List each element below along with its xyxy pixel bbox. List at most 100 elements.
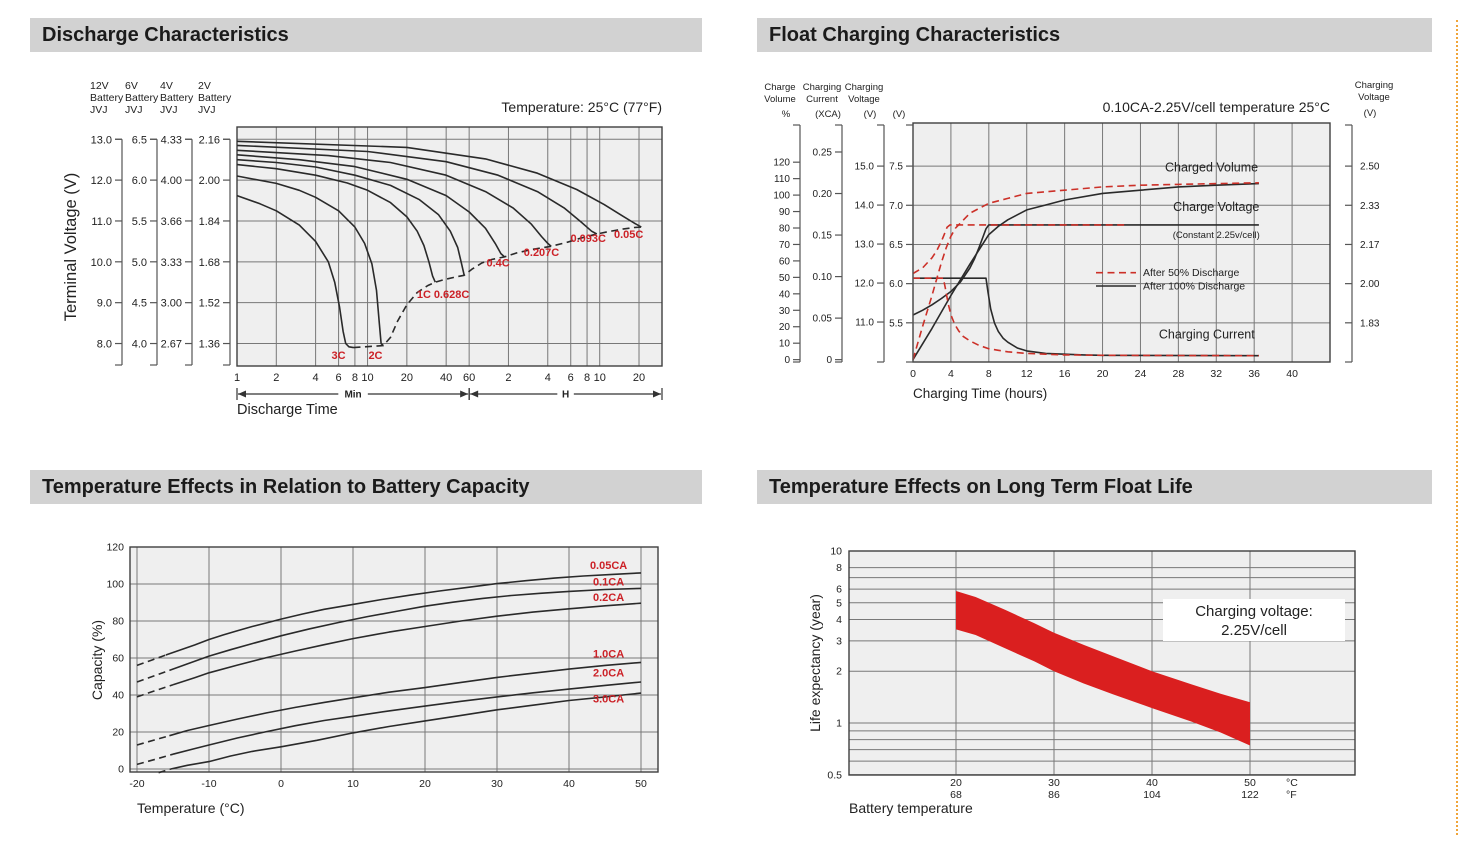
svg-text:15.0: 15.0 <box>855 162 875 173</box>
svg-text:1.83: 1.83 <box>1360 318 1380 329</box>
svg-text:7.0: 7.0 <box>889 201 903 212</box>
annotation: 0.10CA-2.25V/cell temperature 25°C <box>1103 99 1330 115</box>
svg-text:JVJ: JVJ <box>160 104 178 116</box>
series-2.0CA <box>172 681 642 755</box>
svg-text:4: 4 <box>948 368 954 380</box>
svg-text:122: 122 <box>1241 789 1259 801</box>
svg-text:2.50: 2.50 <box>1360 162 1380 173</box>
svg-text:120: 120 <box>773 158 790 169</box>
svg-text:0.628C: 0.628C <box>434 289 470 301</box>
svg-text:Discharge Time: Discharge Time <box>237 402 338 418</box>
svg-text:8: 8 <box>836 562 842 574</box>
y-axis: 0 20 40 60 80 100 120 Capacity (%) <box>89 542 124 776</box>
svg-text:0.05C: 0.05C <box>614 229 643 241</box>
svg-text:0.10: 0.10 <box>813 272 833 283</box>
series-0.207C <box>236 149 552 247</box>
series-charge-voltage-100 <box>912 224 1259 316</box>
svg-text:0.10CA-2.25V/cell temperature: 0.10CA-2.25V/cell temperature 25°C <box>1103 99 1330 115</box>
series-3.0CA-dashed <box>158 768 172 774</box>
svg-text:80: 80 <box>779 224 791 235</box>
svg-text:JVJ: JVJ <box>90 104 108 116</box>
svg-text:0: 0 <box>910 368 916 380</box>
svg-text:100: 100 <box>773 191 790 202</box>
svg-text:Volume: Volume <box>764 94 796 105</box>
band-group <box>956 591 1250 746</box>
svg-text:6.5: 6.5 <box>889 240 903 251</box>
svg-text:-10: -10 <box>201 778 216 790</box>
series-0.628C <box>236 158 465 276</box>
annotation: Temperature: 25°C (77°F) <box>501 99 662 115</box>
svg-text:4: 4 <box>836 614 842 626</box>
svg-text:Charged Volume: Charged Volume <box>1165 161 1258 175</box>
series-group <box>136 572 642 774</box>
svg-text:(XCA): (XCA) <box>815 109 841 120</box>
svg-text:6.0: 6.0 <box>889 279 903 290</box>
svg-text:12.0: 12.0 <box>91 175 112 187</box>
x-axis: 0 4 8 12 16 20 24 28 32 36 40 Charging Time (hours) <box>910 368 1298 401</box>
series-0.1CA <box>169 587 642 672</box>
svg-text:20: 20 <box>112 727 124 739</box>
svg-text:8.0: 8.0 <box>97 339 112 351</box>
curve-labels: 3C 2C 1C 0.628C 0.4C 0.207C 0.093C 0.05C <box>332 229 644 362</box>
svg-text:20: 20 <box>779 322 791 333</box>
temp-capacity-chart: 0.05CA 0.1CA 0.2CA 1.0CA 2.0CA 3.0CA 0 20 40 60 80… <box>89 542 659 816</box>
series-1.0CA-dashed <box>136 734 170 746</box>
svg-text:0.05CA: 0.05CA <box>590 560 627 572</box>
svg-text:Charging Current: Charging Current <box>1159 327 1255 341</box>
svg-text:2.25V/cell: 2.25V/cell <box>1221 622 1287 639</box>
svg-text:Battery: Battery <box>160 92 194 104</box>
svg-text:2: 2 <box>505 372 511 384</box>
svg-text:4V: 4V <box>160 80 173 92</box>
svg-text:8: 8 <box>352 372 358 384</box>
svg-text:2: 2 <box>273 372 279 384</box>
svg-text:After 50% Discharge: After 50% Discharge <box>1143 267 1239 279</box>
svg-text:2.00: 2.00 <box>1360 279 1380 290</box>
svg-text:104: 104 <box>1143 789 1161 801</box>
svg-text:0.207C: 0.207C <box>524 247 560 259</box>
svg-text:2.67: 2.67 <box>161 339 182 351</box>
svg-text:0.1CA: 0.1CA <box>593 576 624 588</box>
svg-text:6V: 6V <box>125 80 138 92</box>
svg-text:80: 80 <box>112 616 124 628</box>
svg-text:Charging: Charging <box>1355 80 1394 91</box>
svg-text:4: 4 <box>313 372 319 384</box>
svg-text:0.2CA: 0.2CA <box>593 592 624 604</box>
svg-text:0.4C: 0.4C <box>486 258 509 270</box>
section-title-float-charging: Float Charging Characteristics <box>757 18 1432 52</box>
svg-text:1.36: 1.36 <box>199 339 220 351</box>
svg-text:7.5: 7.5 <box>889 162 903 173</box>
svg-text:100: 100 <box>106 579 124 591</box>
svg-text:4.5: 4.5 <box>132 298 147 310</box>
annotation: Charging voltage: 2.25V/cell <box>1163 599 1345 641</box>
svg-text:(Constant 2.25v/cell): (Constant 2.25v/cell) <box>1173 230 1260 241</box>
svg-text:28: 28 <box>1173 368 1185 380</box>
y-axis: 10 8 65 4 3 2 1 0.5 Life expectancy (year) <box>807 546 842 782</box>
svg-text:Charge Voltage: Charge Voltage <box>1173 200 1259 214</box>
svg-text:5.5: 5.5 <box>889 318 903 329</box>
series-cutoff-voltage <box>353 226 642 349</box>
svg-text:5: 5 <box>836 597 842 609</box>
section-title-float-life: Temperature Effects on Long Term Float L… <box>757 470 1432 504</box>
svg-text:36: 36 <box>1248 368 1260 380</box>
svg-text:50: 50 <box>1244 777 1256 789</box>
svg-text:32: 32 <box>1210 368 1222 380</box>
svg-text:(V): (V) <box>1364 108 1377 119</box>
series-0.2CA <box>172 602 642 686</box>
svg-text:6: 6 <box>836 584 842 596</box>
svg-text:12V: 12V <box>90 80 109 92</box>
series-1.0CA <box>169 661 642 737</box>
svg-text:20: 20 <box>419 778 431 790</box>
svg-text:°F: °F <box>1286 789 1297 801</box>
svg-text:5.5: 5.5 <box>132 216 147 228</box>
series-charged-volume-50 <box>912 182 1259 360</box>
svg-text:(V): (V) <box>864 109 877 120</box>
svg-text:60: 60 <box>463 372 475 384</box>
svg-text:1.0CA: 1.0CA <box>593 648 624 660</box>
svg-text:3.66: 3.66 <box>161 216 182 228</box>
svg-text:Battery: Battery <box>90 92 124 104</box>
series-3.0CA <box>170 692 642 770</box>
